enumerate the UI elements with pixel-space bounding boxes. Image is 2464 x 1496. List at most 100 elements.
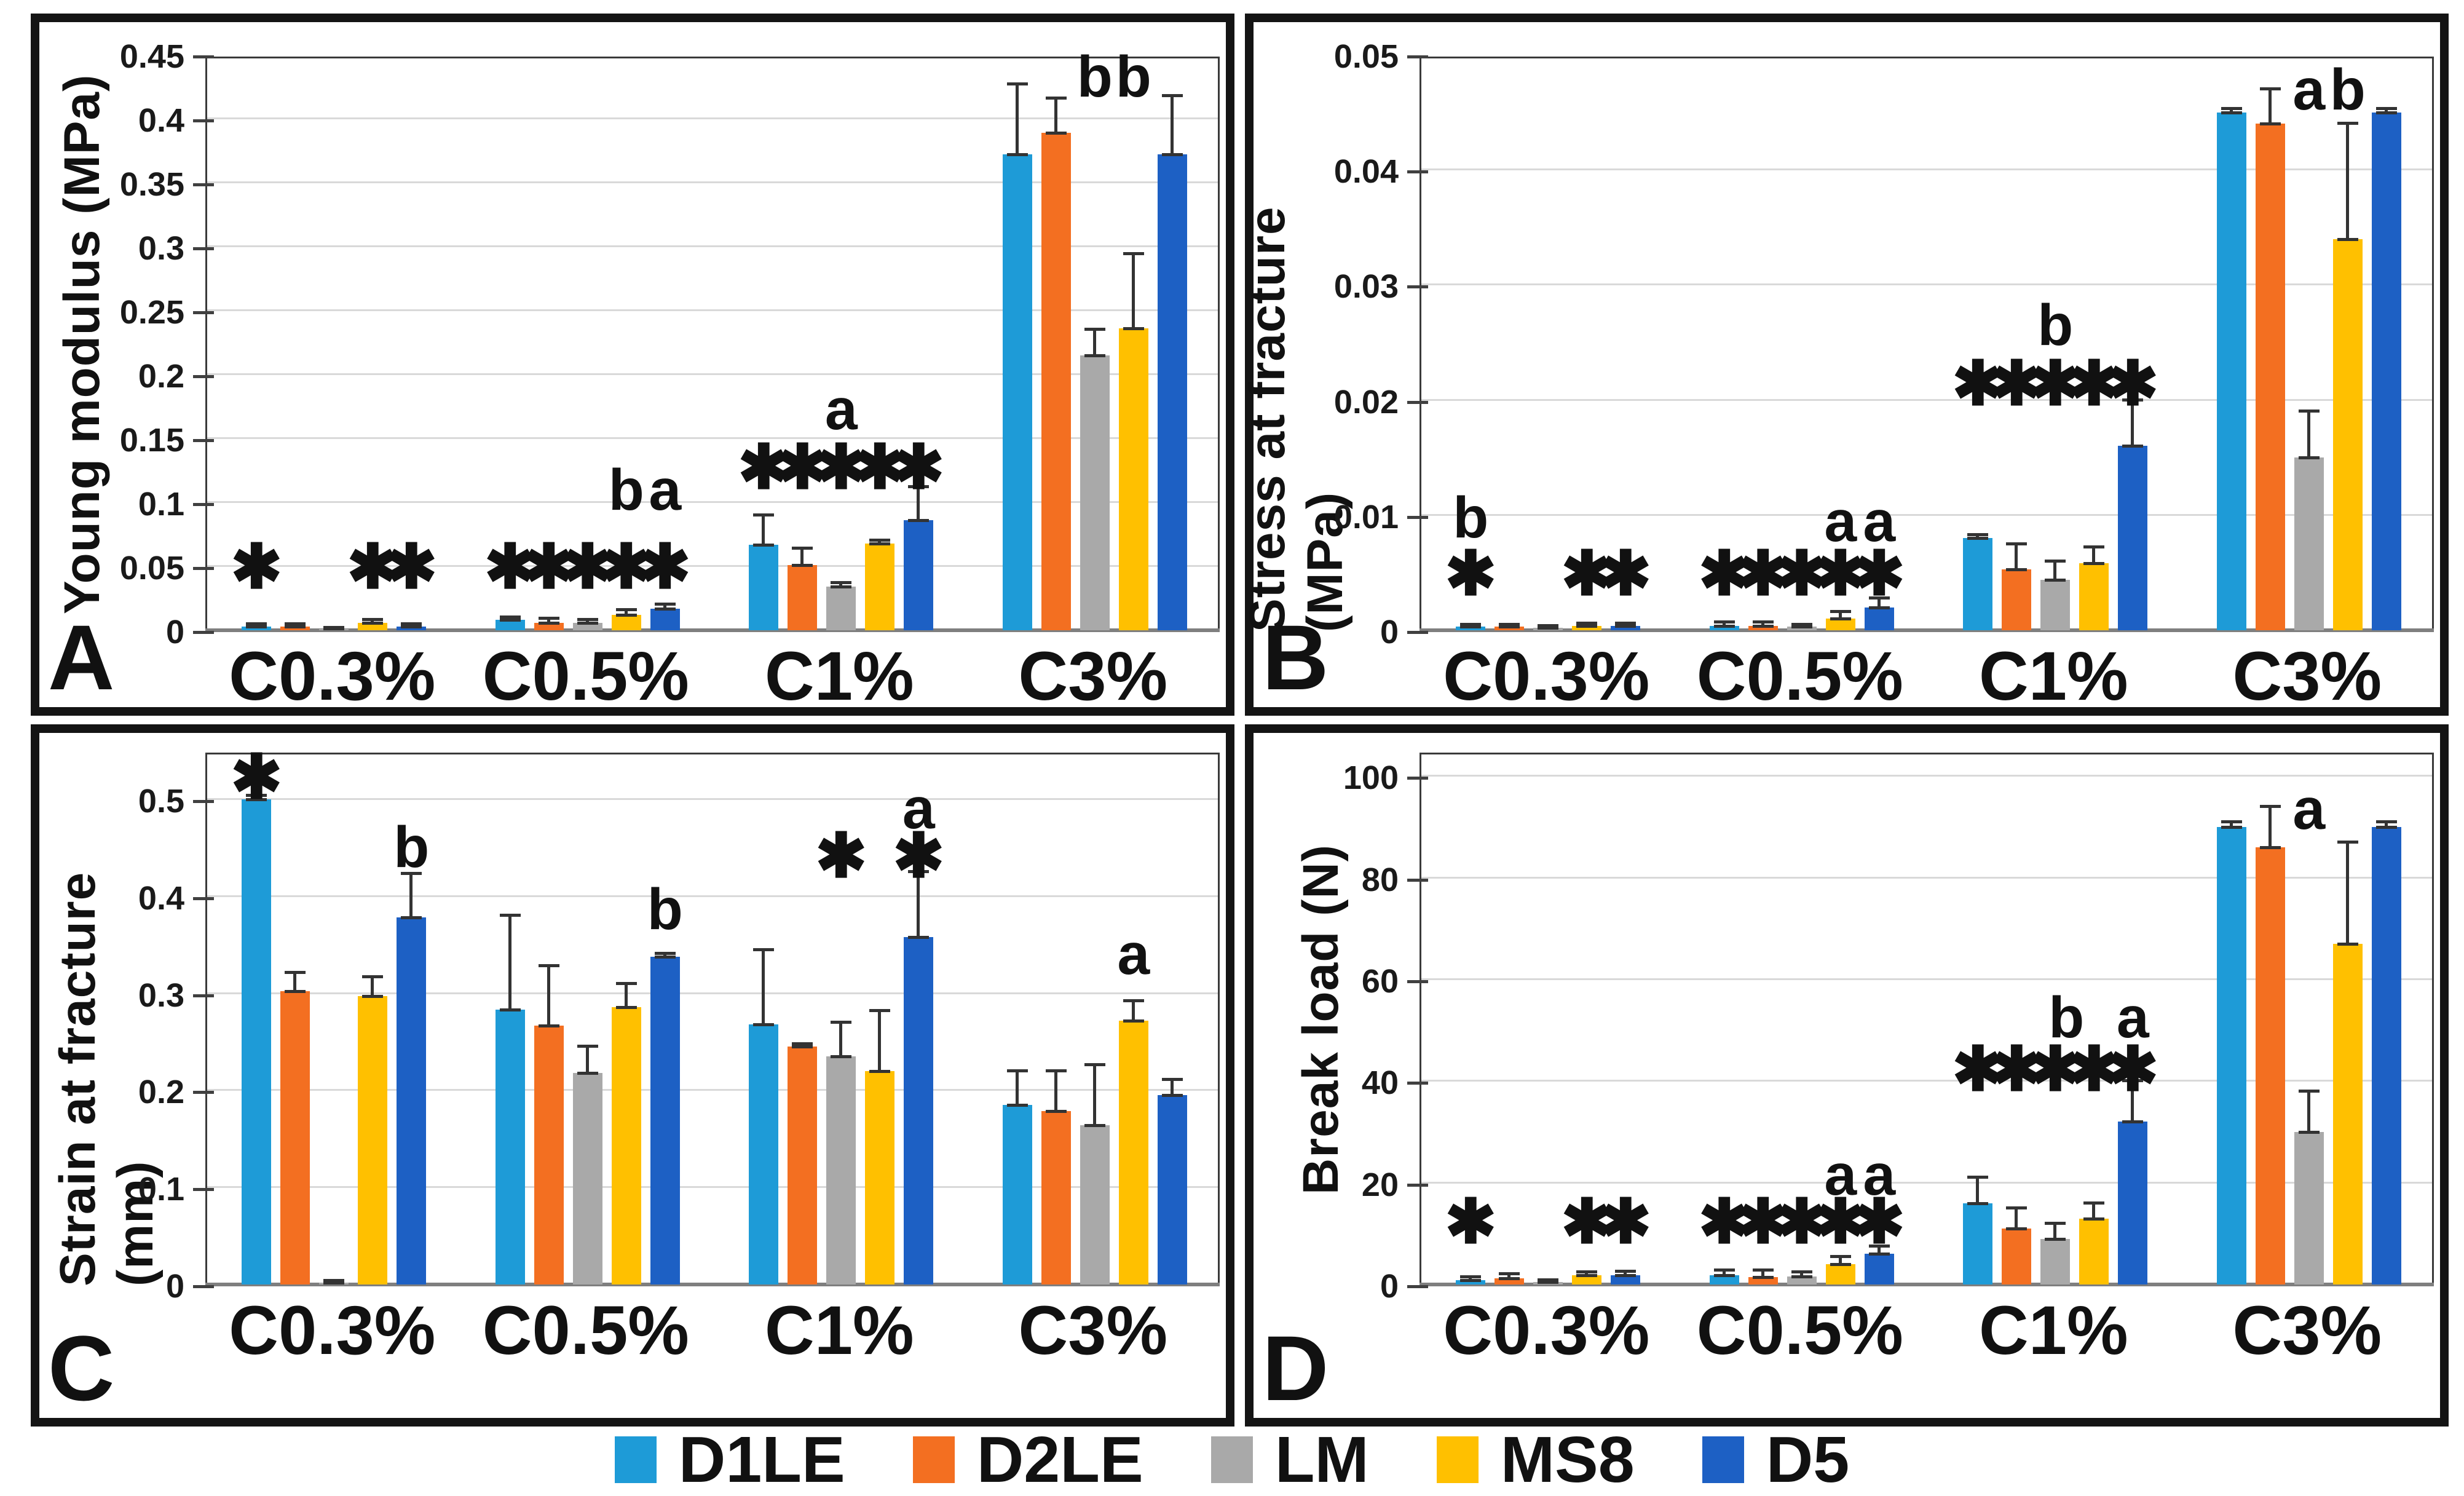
y-axis-title: Young modulus (MPa) bbox=[54, 74, 110, 615]
mean-cap bbox=[1713, 624, 1735, 628]
mean-cap bbox=[499, 1008, 521, 1012]
y-tick bbox=[193, 183, 214, 186]
error-bar-line bbox=[1092, 330, 1096, 355]
y-tick bbox=[193, 1188, 214, 1192]
y-tick bbox=[193, 503, 214, 506]
gridline bbox=[1421, 168, 2432, 171]
bar-D1LE-C1% bbox=[749, 1024, 779, 1284]
significance-letter: a bbox=[649, 457, 682, 523]
mean-cap bbox=[1576, 624, 1598, 628]
y-tick-label: 0 bbox=[1380, 1268, 1399, 1305]
error-bar-cap bbox=[2221, 820, 2242, 823]
bar-LM-C0.5% bbox=[1787, 1276, 1817, 1284]
bar-D2LE-C1% bbox=[2002, 569, 2032, 630]
mean-cap bbox=[577, 1071, 598, 1075]
significance-star: ✱ bbox=[523, 532, 575, 602]
mean-cap bbox=[654, 955, 676, 959]
error-bar-cap bbox=[1161, 93, 1183, 97]
mean-cap bbox=[1538, 1280, 1559, 1284]
y-tick bbox=[193, 631, 214, 634]
error-bar-line bbox=[800, 548, 804, 565]
bar-D2LE-C0.3% bbox=[280, 991, 310, 1284]
bar-D2LE-C3% bbox=[2255, 847, 2285, 1284]
mean-cap bbox=[2122, 445, 2144, 448]
y-tick bbox=[193, 1091, 214, 1094]
mean-cap bbox=[1161, 153, 1183, 157]
error-bar-cap bbox=[1123, 999, 1144, 1003]
error-bar-cap bbox=[1830, 1255, 1851, 1259]
y-tick-label: 0 bbox=[1380, 614, 1399, 651]
significance-star: ✱ bbox=[1952, 1034, 2004, 1104]
significance-star: ✱ bbox=[2029, 1034, 2082, 1104]
error-bar-cap bbox=[2045, 559, 2066, 563]
error-bar-line bbox=[508, 916, 511, 1010]
mean-cap bbox=[1045, 1109, 1067, 1113]
significance-star: ✱ bbox=[1737, 1187, 1789, 1256]
significance-star: ✱ bbox=[2029, 349, 2082, 418]
mean-cap bbox=[908, 519, 930, 523]
x-axis-line bbox=[1420, 628, 2434, 632]
error-bar-cap bbox=[2006, 1206, 2028, 1209]
error-bar-line bbox=[293, 623, 297, 627]
error-bar-cap bbox=[2259, 87, 2281, 91]
error-bar-cap bbox=[1084, 1063, 1105, 1067]
bar-D2LE-C3% bbox=[2255, 124, 2285, 630]
legend-item-D2LE: D2LE bbox=[912, 1427, 1143, 1492]
significance-letter: a bbox=[902, 775, 935, 841]
x-category-label: C0.5% bbox=[1696, 1292, 1903, 1369]
bar-D1LE-C0.5% bbox=[495, 1010, 525, 1284]
significance-star: ✱ bbox=[1853, 1187, 1905, 1256]
gridline bbox=[1421, 283, 2432, 286]
error-bar-cap bbox=[2375, 106, 2397, 110]
y-tick-label: 0.1 bbox=[138, 486, 184, 523]
error-bar-cap bbox=[753, 948, 775, 951]
significance-letter: a bbox=[1824, 1142, 1857, 1208]
error-bar-line bbox=[1877, 598, 1881, 608]
bar-LM-C3% bbox=[1080, 1125, 1110, 1284]
error-bar-cap bbox=[285, 622, 306, 625]
bar-D1LE-C1% bbox=[749, 544, 779, 630]
significance-letter: b bbox=[1453, 485, 1489, 550]
legend-swatch-LM bbox=[1210, 1436, 1253, 1483]
bar-D5-C0.3% bbox=[397, 917, 427, 1284]
panel-young-modulus: Young modulus (MPa) ✱ ✱ ✱ ✱ ✱ ✱ ✱ ✱ b a ✱ ✱ ✱ ✱ ✱ a b b A… bbox=[31, 14, 1234, 716]
y-tick-label: 0 bbox=[165, 614, 184, 651]
mean-cap bbox=[538, 1024, 559, 1027]
error-bar-line bbox=[1585, 1272, 1589, 1276]
mean-cap bbox=[1615, 624, 1637, 628]
error-bar-line bbox=[2229, 821, 2233, 827]
bar-D5-C3% bbox=[1157, 154, 1187, 630]
mean-cap bbox=[2259, 122, 2281, 126]
error-bar-line bbox=[2307, 1091, 2310, 1132]
error-bar-line bbox=[1170, 1080, 1174, 1096]
legend: D1LE D2LE LM MS8 D5 bbox=[0, 1424, 2464, 1495]
bar-MS8-C0.5% bbox=[611, 615, 641, 630]
panel-break-load: Break load (N) ✱ ✱ ✱ ✱ ✱ ✱ ✱ ✱ a a ✱ ✱ ✱ ✱ ✱ b a a D 0 20 4… bbox=[1245, 724, 2449, 1427]
mean-cap bbox=[285, 625, 306, 628]
mean-cap bbox=[2083, 562, 2105, 566]
bar-D1LE-C0.3% bbox=[242, 799, 272, 1284]
significance-star: ✱ bbox=[231, 742, 283, 812]
bar-D1LE-C0.3% bbox=[242, 626, 272, 630]
significance-letter: a bbox=[2292, 777, 2326, 842]
error-bar-cap bbox=[1499, 622, 1520, 626]
error-bar-line bbox=[255, 795, 258, 799]
y-tick-label: 0.3 bbox=[138, 976, 184, 1014]
mean-cap bbox=[2337, 237, 2358, 241]
gridline bbox=[1421, 1080, 2432, 1082]
panel-letter: B bbox=[1262, 606, 1329, 709]
error-bar-cap bbox=[1713, 620, 1735, 623]
error-bar-line bbox=[2268, 89, 2272, 124]
bar-D1LE-C3% bbox=[2216, 827, 2246, 1284]
mean-cap bbox=[1967, 537, 1989, 540]
error-bar-cap bbox=[615, 981, 637, 985]
gridline bbox=[207, 437, 1218, 439]
gridline bbox=[207, 309, 1218, 311]
mean-cap bbox=[753, 1023, 775, 1027]
error-bar-cap bbox=[362, 975, 384, 978]
significance-star: ✱ bbox=[1445, 539, 1497, 608]
mean-cap bbox=[1460, 1279, 1482, 1283]
error-bar-cap bbox=[1123, 252, 1144, 256]
significance-star: ✱ bbox=[1698, 1187, 1750, 1256]
significance-star: ✱ bbox=[854, 433, 906, 502]
